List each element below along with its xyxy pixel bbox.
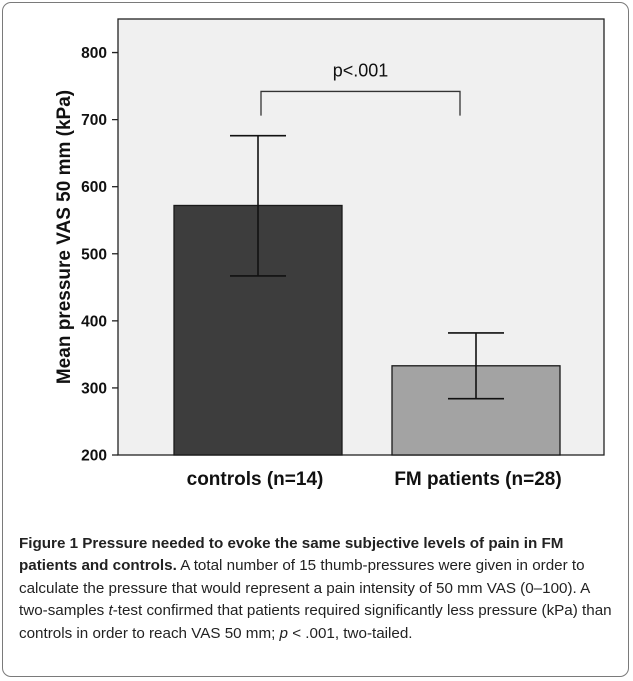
y-tick-label-4: 600 bbox=[81, 179, 107, 196]
x-category-label-0: controls (n=14) bbox=[187, 469, 324, 490]
y-tick-label-6: 800 bbox=[81, 45, 107, 62]
caption-p-symbol: p bbox=[279, 624, 288, 642]
caption-text-3: < .001, two-tailed. bbox=[288, 624, 413, 642]
caption-text-2: -test confirmed that patients required s… bbox=[19, 602, 612, 642]
significance-bracket bbox=[260, 90, 461, 116]
figure-caption: Figure 1 Pressure needed to evoke the sa… bbox=[19, 533, 615, 645]
y-tick-label-5: 700 bbox=[81, 112, 107, 129]
y-axis-title: Mean pressure VAS 50 mm (kPa) bbox=[54, 90, 75, 384]
y-tick-label-0: 200 bbox=[81, 448, 107, 465]
x-category-label-1: FM patients (n=28) bbox=[394, 469, 561, 490]
caption-title: Figure 1 Pressure needed to evoke the sa… bbox=[19, 535, 564, 575]
y-tick-label-2: 400 bbox=[81, 313, 107, 330]
caption-text-1: A total number of 15 thumb-pressures wer… bbox=[19, 557, 590, 620]
bar-1 bbox=[391, 365, 561, 456]
caption-t-symbol: t bbox=[108, 602, 113, 620]
y-tick-label-3: 500 bbox=[81, 246, 107, 263]
significance-label: p<.001 bbox=[333, 60, 389, 80]
y-tick-label-1: 300 bbox=[81, 380, 107, 397]
bar-chart: 200 300 400 500 600 700 800 Mean pressure VAS 5… bbox=[54, 18, 605, 490]
